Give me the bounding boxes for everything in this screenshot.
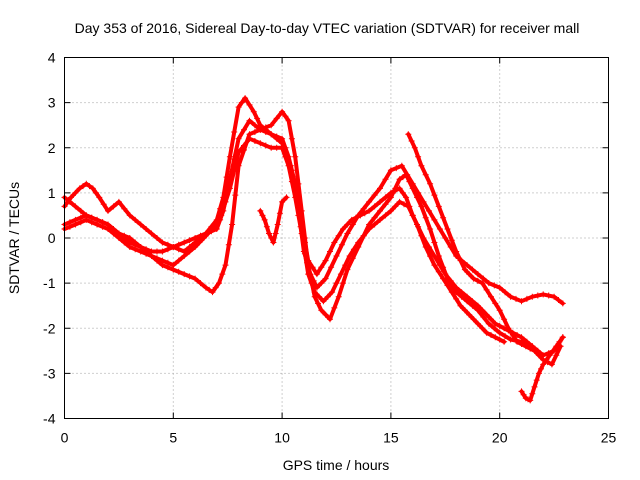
y-tick-label: 2	[48, 140, 56, 156]
y-tick-label: -2	[43, 320, 56, 336]
y-tick-label: -4	[43, 411, 56, 427]
series-markers	[257, 194, 290, 246]
x-tick-label: 15	[383, 430, 399, 446]
series-group	[61, 95, 566, 404]
x-axis-label: GPS time / hours	[283, 457, 390, 473]
series-track-7	[518, 334, 566, 404]
x-tick-label: 20	[492, 430, 508, 446]
x-tick-label: 10	[274, 430, 290, 446]
series-track-5	[405, 131, 564, 368]
y-tick-label: 1	[48, 185, 56, 201]
x-tick-label: 0	[61, 430, 69, 446]
y-tick-label: 4	[48, 50, 56, 66]
series-markers	[61, 95, 566, 307]
y-axis-label: SDTVAR / TECUs	[6, 182, 22, 294]
y-tick-label: -3	[43, 365, 56, 381]
chart-title: Day 353 of 2016, Sidereal Day-to-day VTE…	[75, 20, 580, 36]
x-tick-label: 25	[601, 430, 617, 446]
y-tick-label: 3	[48, 95, 56, 111]
y-tick-label: -1	[43, 275, 56, 291]
series-markers	[518, 334, 566, 404]
axis-ticks: 0 5 10 15 20 25 -4 -3 -2 -1 0 1 2 3 4	[43, 50, 616, 446]
series-markers	[405, 131, 564, 368]
y-tick-label: 0	[48, 230, 56, 246]
series-track-1	[61, 95, 566, 307]
series-track-6	[257, 194, 290, 246]
x-tick-label: 5	[169, 430, 177, 446]
